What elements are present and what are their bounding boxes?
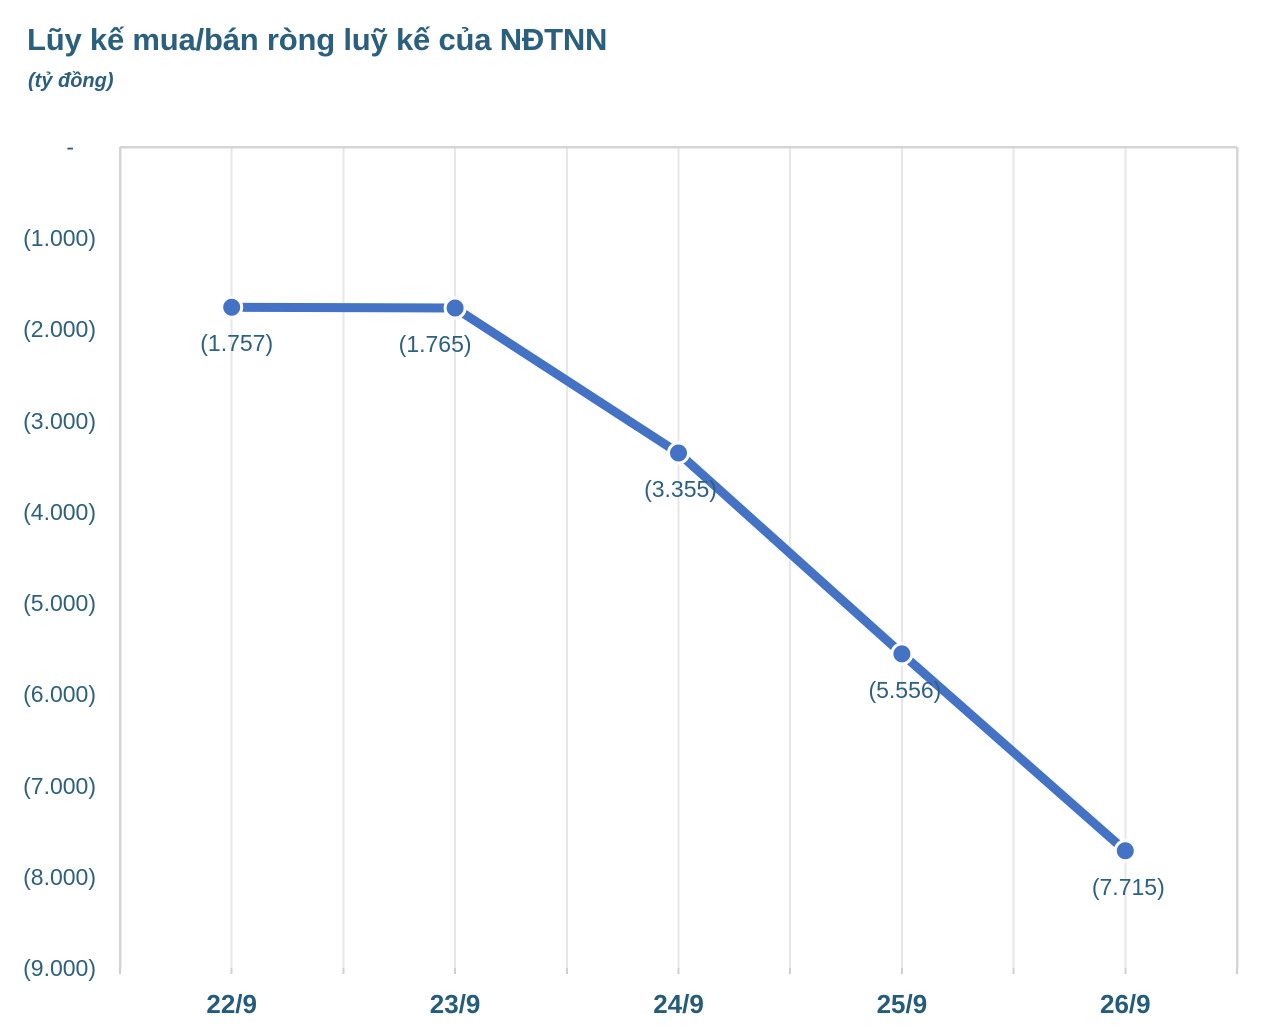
y-axis-label: (1.000): [23, 225, 96, 252]
x-axis-label: 25/9: [876, 989, 928, 1019]
y-axis-label: (4.000): [23, 498, 96, 525]
data-label: (5.556): [868, 676, 942, 703]
y-axis-label: (2.000): [23, 316, 96, 343]
data-label: (1.757): [200, 330, 274, 357]
y-axis-label: (5.000): [23, 590, 96, 617]
data-label: (3.355): [644, 476, 717, 503]
y-axis-label: (8.000): [23, 863, 96, 890]
data-point-marker: [890, 642, 914, 666]
y-axis-label: (9.000): [23, 955, 96, 981]
data-point-marker: [220, 295, 244, 319]
y-axis-label: (3.000): [23, 407, 96, 434]
y-axis-label: (7.000): [23, 772, 96, 799]
chart-title: Lũy kế mua/bán ròng luỹ kế của NĐTNN: [27, 22, 608, 57]
data-point-marker: [443, 296, 467, 320]
data-label: (1.765): [398, 331, 472, 357]
plot-area: [118, 145, 1239, 974]
x-axis-label: 26/9: [1099, 989, 1151, 1019]
chart-subtitle: (tỷ đồng): [28, 70, 114, 92]
data-point-marker: [667, 441, 690, 465]
x-axis-label: 22/9: [206, 989, 257, 1019]
data-label: (7.715): [1091, 873, 1165, 900]
y-axis-label: -: [66, 134, 74, 160]
x-axis-label: 24/9: [653, 989, 704, 1019]
x-axis-label: 23/9: [429, 989, 481, 1019]
data-point-marker: [1113, 839, 1137, 863]
y-axis-label: (6.000): [23, 681, 96, 708]
